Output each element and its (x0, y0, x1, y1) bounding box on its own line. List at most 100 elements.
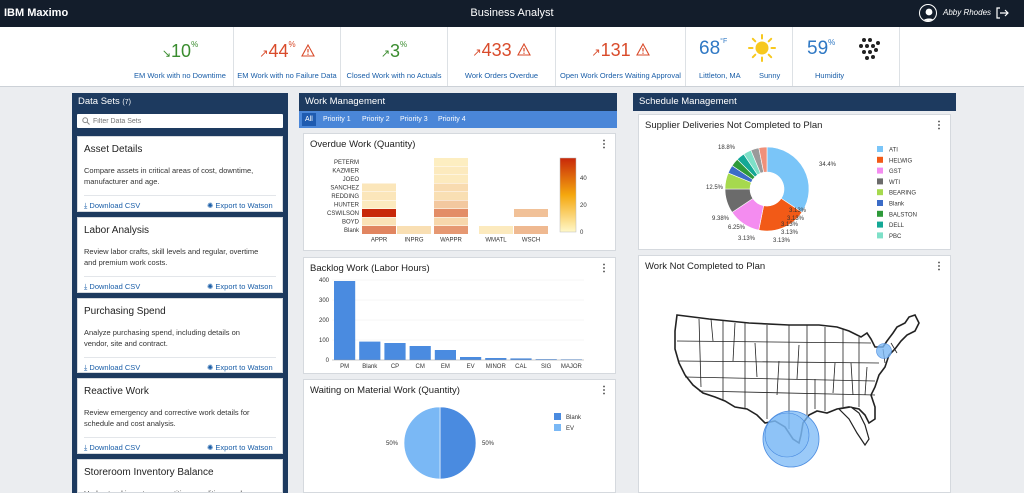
map-bubble-texas[interactable] (762, 410, 820, 468)
kpi-value: 3 (390, 41, 401, 61)
trend-up-icon: ↗ (259, 48, 269, 60)
dataset-title[interactable]: Labor Analysis (84, 225, 150, 236)
download-label: Download CSV (89, 282, 141, 291)
divider (84, 437, 276, 438)
warning-icon (300, 43, 315, 57)
heatmap-col-label: WAPPR (440, 238, 462, 244)
backlog-bar-chart: 0 100 200 300 400 PM Blank CP CM EM EV MINOR CAL SIG M… (319, 278, 584, 370)
watson-icon: ✺ (207, 201, 214, 210)
tab-priority-1[interactable]: Priority 1 (323, 116, 351, 123)
datasets-title: Data Sets (78, 96, 120, 107)
legend-swatch (877, 156, 883, 163)
dataset-title[interactable]: Storeroom Inventory Balance (84, 467, 214, 478)
more-menu-icon[interactable]: ⋮ (599, 385, 609, 396)
kpi-value-wrap: ↗3% (341, 40, 447, 62)
tab-all[interactable]: All (302, 113, 316, 126)
dataset-title[interactable]: Asset Details (84, 144, 143, 155)
bar-x-label: Blank (362, 364, 378, 370)
dataset-title[interactable]: Purchasing Spend (84, 306, 166, 317)
legend-swatch (877, 210, 883, 217)
filter-input[interactable] (93, 115, 278, 127)
download-label: Download CSV (89, 363, 141, 372)
dataset-title[interactable]: Reactive Work (84, 386, 149, 397)
dataset-card[interactable]: Labor Analysis Review labor crafts, skil… (77, 217, 283, 293)
download-csv-link[interactable]: ⤓ Download CSV (84, 443, 140, 453)
dataset-card[interactable]: Purchasing Spend Analyze purchasing spen… (77, 298, 283, 373)
overdue-work-card: Overdue Work (Quantity) ⋮ PETERM KAZMIER J… (303, 133, 616, 251)
bar (409, 346, 431, 360)
export-watson-link[interactable]: ✺ Export to Watson (207, 201, 273, 210)
dataset-card[interactable]: Storeroom Inventory Balance Understand i… (77, 459, 283, 493)
heatmap-col-label: INPRG (404, 238, 423, 244)
bar-y-tick: 400 (319, 278, 330, 284)
donut-value-label: 18.8% (718, 145, 736, 151)
donut-value-label: 3.13% (781, 230, 799, 236)
export-watson-link[interactable]: ✺ Export to Watson (207, 282, 273, 291)
user-avatar-icon[interactable] (919, 4, 937, 22)
dataset-card[interactable]: Asset Details Compare assets in critical… (77, 136, 283, 212)
export-watson-link[interactable]: ✺ Export to Watson (207, 443, 273, 452)
map-bubble-texas-inner (764, 412, 810, 458)
more-menu-icon[interactable]: ⋮ (599, 139, 609, 150)
weather-widget[interactable]: 68°F Littleton, MA Sunny (686, 27, 793, 86)
filter-box[interactable] (77, 114, 283, 128)
donut-slice (758, 146, 768, 173)
kpi-value: 44 (268, 41, 289, 61)
donut-value-label: 9.38% (712, 216, 730, 222)
trend-up-icon: ↗ (472, 47, 482, 59)
top-bar: IBM Maximo Business Analyst Abby Rhodes (0, 0, 1024, 27)
heatmap-scale-tick: 0 (580, 230, 584, 236)
kpi-unit: % (400, 40, 408, 49)
download-csv-link[interactable]: ⤓ Download CSV (84, 363, 141, 372)
kpi-waiting-approval[interactable]: ↗131 Open Work Orders Waiting Approval (556, 27, 686, 86)
logout-icon[interactable] (993, 4, 1011, 22)
humidity-widget[interactable]: 59% Humidity (793, 27, 900, 86)
more-menu-icon[interactable]: ⋮ (934, 261, 944, 272)
download-csv-link[interactable]: ⤓ Download CSV (84, 282, 140, 292)
map-bubble-massachusetts[interactable] (876, 343, 892, 359)
heatmap-cell (397, 226, 431, 234)
divider (84, 357, 276, 358)
donut-value-label: 34.4% (819, 162, 837, 168)
legend-label: PBC (889, 234, 902, 240)
tab-priority-4[interactable]: Priority 4 (438, 116, 466, 123)
kpi-work-orders-overdue[interactable]: ↗433 Work Orders Overdue (448, 27, 556, 86)
us-map[interactable] (639, 283, 950, 493)
kpi-em-no-downtime[interactable]: ↘10% EM Work with no Downtime (127, 27, 234, 86)
dataset-card[interactable]: Reactive Work Review emergency and corre… (77, 378, 283, 454)
legend-swatch (554, 413, 561, 420)
waiting-material-pie: 50% 50% Blank EV (386, 406, 582, 480)
bar-x-label: CP (391, 364, 399, 370)
datasets-count: (7) (122, 99, 131, 106)
pie-value-label: 50% (386, 441, 399, 447)
kpi-value: 10 (171, 41, 192, 61)
tab-priority-3[interactable]: Priority 3 (400, 116, 428, 123)
overdue-heatmap: PETERM KAZMIER JOEO SANCHEZ REDDING HUNTER CSW… (327, 157, 587, 244)
donut-value-label: 3.13% (773, 238, 791, 244)
download-csv-link[interactable]: ⤓ Download CSV (84, 201, 140, 211)
legend-swatch (877, 178, 883, 185)
legend-label: WTI (889, 180, 900, 186)
weather-location: Littleton, MA (699, 71, 741, 80)
export-label: Export to Watson (215, 443, 273, 452)
heatmap-color-scale (559, 157, 577, 233)
heatmap-cell (434, 209, 468, 217)
app-brand[interactable]: IBM Maximo (4, 7, 69, 19)
kpi-closed-no-actuals[interactable]: ↗3% Closed Work with no Actuals (341, 27, 448, 86)
legend-label: GST (889, 169, 902, 175)
export-watson-link[interactable]: ✺ Export to Watson (207, 363, 273, 372)
more-menu-icon[interactable]: ⋮ (934, 120, 944, 131)
more-menu-icon[interactable]: ⋮ (599, 263, 609, 274)
legend-label: Blank (889, 202, 905, 208)
kpi-value-wrap: ↗44% (234, 40, 340, 62)
user-name[interactable]: Abby Rhodes (943, 8, 992, 17)
kpi-em-no-failure[interactable]: ↗44% EM Work with no Failure Data (234, 27, 341, 86)
donut-value-label: 3.13% (781, 222, 799, 228)
donut-value-label: 3.13% (787, 216, 805, 222)
bar-y-tick: 200 (319, 318, 330, 324)
tab-priority-2[interactable]: Priority 2 (362, 116, 390, 123)
legend-swatch (877, 167, 883, 174)
humidity-label: Humidity (815, 71, 845, 80)
donut-value-label: 6.25% (728, 225, 746, 231)
datasets-header: Data Sets (7) (72, 93, 288, 111)
